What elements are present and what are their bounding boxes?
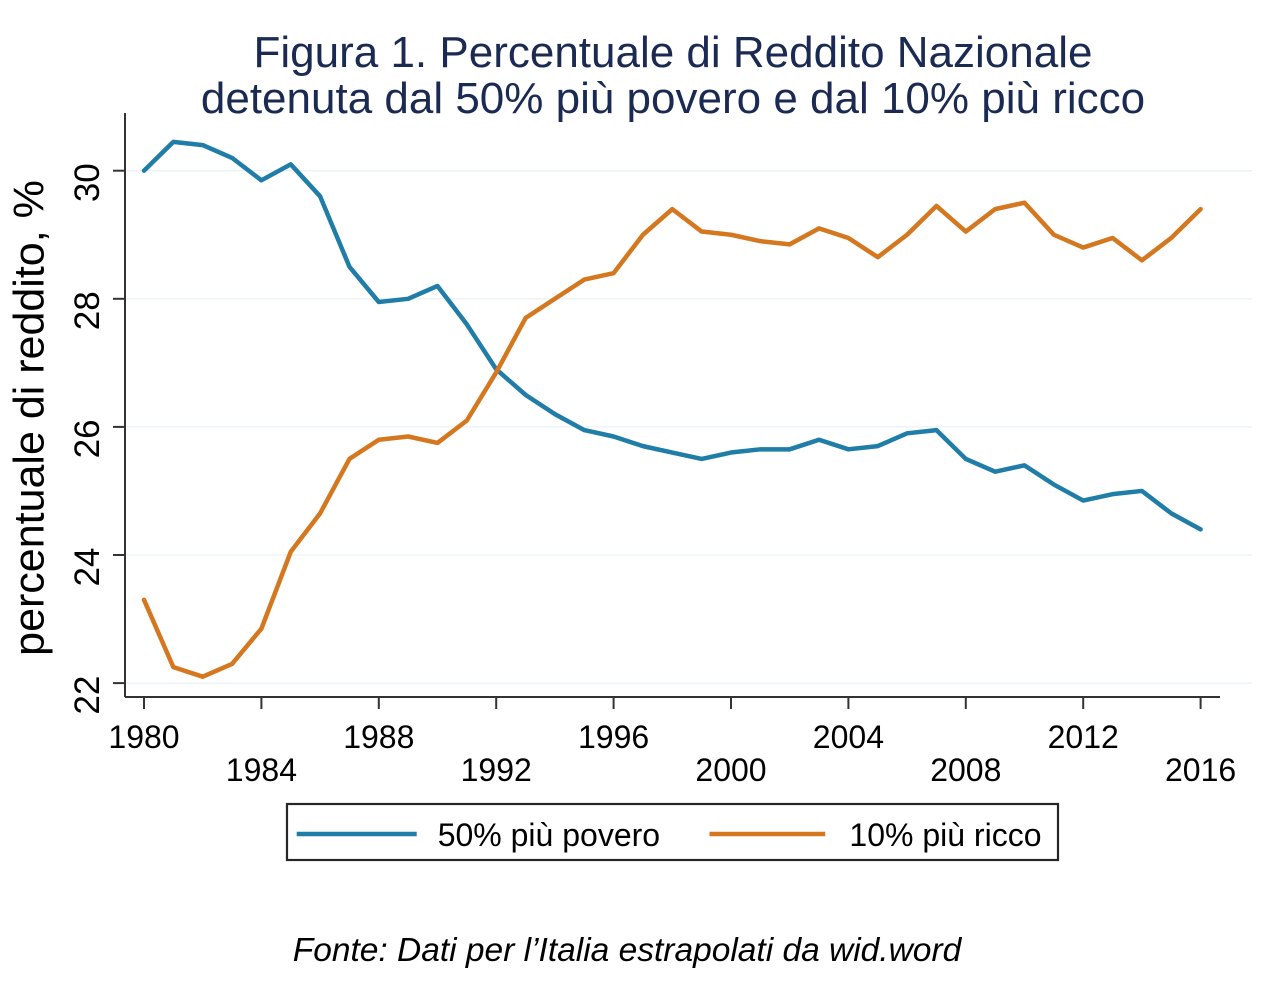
- svg-text:22: 22: [68, 676, 107, 715]
- svg-text:24: 24: [68, 548, 107, 587]
- svg-text:2000: 2000: [695, 752, 766, 788]
- svg-text:1984: 1984: [226, 752, 297, 788]
- svg-text:30: 30: [68, 163, 107, 202]
- svg-text:2016: 2016: [1165, 752, 1236, 788]
- svg-text:1988: 1988: [343, 719, 414, 755]
- svg-text:1996: 1996: [578, 719, 649, 755]
- svg-text:2012: 2012: [1048, 719, 1119, 755]
- svg-text:50% più povero: 50% più povero: [438, 817, 660, 853]
- svg-text:26: 26: [68, 419, 107, 458]
- svg-text:1980: 1980: [108, 719, 179, 755]
- svg-text:1992: 1992: [461, 752, 532, 788]
- svg-text:10% più ricco: 10% più ricco: [849, 817, 1041, 853]
- svg-text:28: 28: [68, 291, 107, 330]
- svg-text:2004: 2004: [813, 719, 884, 755]
- svg-text:2008: 2008: [930, 752, 1001, 788]
